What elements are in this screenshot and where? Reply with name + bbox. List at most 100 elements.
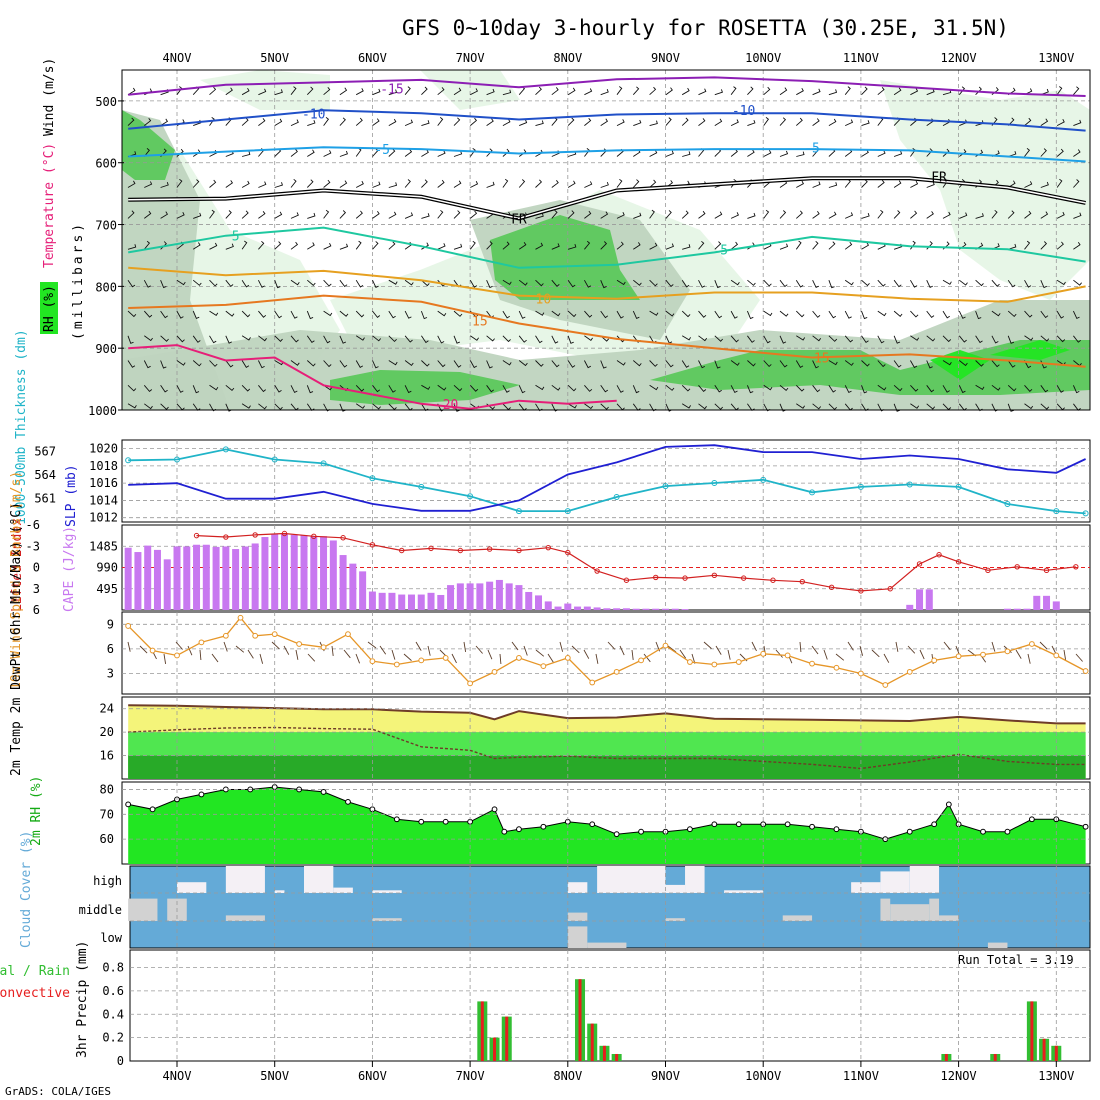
lifted-index-point (828, 584, 835, 591)
wind-barb (519, 119, 528, 127)
wind-barb (845, 212, 854, 219)
cape-bar (427, 592, 435, 610)
surface-wind-barb (871, 649, 880, 658)
wind-barb (747, 212, 756, 219)
wind-barb (127, 403, 137, 409)
wind-speed-point (613, 668, 620, 675)
pressure-tick-label: 700 (95, 219, 117, 233)
wind-barb (1073, 149, 1081, 157)
surface-wind-barb (427, 645, 431, 656)
cape-bar (1033, 595, 1041, 610)
precip-tick: 0.4 (102, 1007, 124, 1021)
wind-barb (469, 360, 478, 369)
wind-barb (649, 242, 658, 250)
wind-barb (584, 118, 592, 126)
wind-barb (323, 117, 330, 126)
isotherm-line (128, 266, 1086, 303)
precip-tick: 0.8 (102, 961, 124, 975)
wind-barb (584, 335, 593, 342)
wind-barb (274, 182, 283, 188)
wind-barb (567, 403, 577, 409)
cape-bar (642, 608, 650, 610)
cloud-high-cell (851, 882, 881, 893)
wind-barb (730, 119, 739, 127)
wind-barb (1007, 210, 1015, 219)
wind-barb (1073, 179, 1080, 188)
cloud-middle-cell (890, 904, 930, 921)
wind-barb (616, 310, 624, 319)
wind-barb (730, 212, 740, 219)
cape-bar (329, 540, 337, 610)
cape-bar (632, 608, 640, 610)
wind-legend-label: Wind (m/s) (42, 58, 57, 136)
wind-barb (616, 212, 625, 219)
cape-bar (173, 546, 181, 610)
wind-barb (258, 403, 267, 410)
cape-bar (447, 585, 455, 610)
wind-barb (404, 149, 413, 157)
cape-bar (554, 606, 562, 610)
cloud-high-cell (225, 866, 265, 893)
cloud-high-cell (177, 882, 207, 893)
cape-tick: 495 (96, 582, 118, 596)
thickness-tick-label: 561 (34, 492, 56, 506)
wind-barb (258, 211, 266, 219)
wind-barb (714, 360, 721, 369)
wind-barb (616, 86, 623, 95)
wind-barb (421, 179, 428, 188)
wind-speed-point (296, 641, 303, 647)
wind-barb (567, 384, 577, 392)
wind-barb (714, 385, 722, 393)
wind-barb (877, 335, 885, 344)
cape-bar (378, 592, 386, 610)
wind-barb (665, 117, 672, 126)
wind-barb (323, 87, 331, 96)
surface-wind-barb (631, 649, 634, 660)
wind-barb (355, 403, 365, 409)
wind-barb (1024, 310, 1033, 318)
wind-barb (665, 150, 674, 157)
lifted-index-point (399, 547, 405, 554)
wind-barb (209, 310, 219, 317)
cape-bar (134, 552, 142, 610)
isotherm-label: -15 (380, 83, 403, 98)
wind-barb (747, 86, 754, 96)
rh2m-point (906, 828, 913, 835)
surface-wind-barb (811, 645, 819, 655)
cape-bar (476, 583, 484, 610)
cape-bar (662, 608, 669, 610)
cape-bar (437, 594, 445, 610)
rh2m-point (931, 821, 938, 828)
wind-barb (681, 310, 691, 318)
surface-wind-barb (643, 653, 651, 663)
wind-barb (584, 181, 593, 188)
wind-barb (649, 149, 658, 157)
wind-barb (844, 335, 853, 343)
wind-barb (388, 89, 398, 96)
surface-wind-barb (199, 649, 202, 661)
lifted-index-point (955, 559, 962, 565)
wind-barb (747, 360, 756, 367)
precip-frame (129, 949, 1091, 1062)
cloud-high-cell (665, 884, 686, 893)
wind-barb (144, 210, 152, 219)
wind-barb (714, 241, 722, 250)
wind-barb (763, 279, 772, 287)
cape-bar (320, 536, 328, 610)
wind-barb (910, 403, 920, 409)
wind-speed-point (320, 644, 327, 651)
isotherm-label: 5 (232, 230, 240, 245)
upper-air-frame (121, 69, 1091, 411)
wind-barb (437, 384, 447, 391)
cape-bar (495, 579, 503, 610)
cape-bar (574, 606, 582, 610)
wind-barb (714, 89, 723, 96)
wind-barb (143, 360, 151, 369)
wind-barb (355, 384, 365, 392)
wind-speed-point (980, 651, 986, 658)
wind-barb (942, 279, 952, 285)
wind-barb (567, 180, 576, 188)
wind-barb (828, 360, 838, 366)
surface-wind-barb (247, 649, 254, 659)
wind-barb (486, 148, 493, 157)
